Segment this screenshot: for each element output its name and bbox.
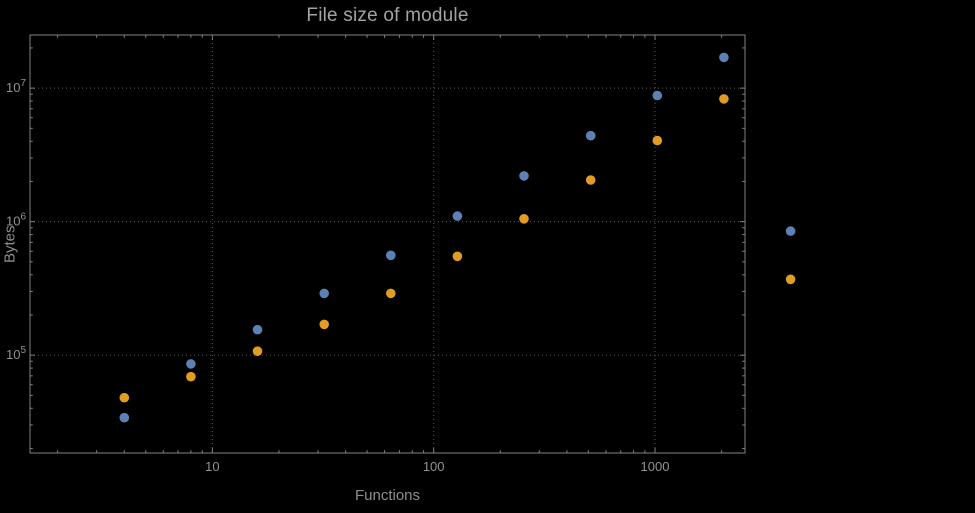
y-tick-label: 105 [6, 345, 26, 362]
data-point-series-1-blue [785, 226, 796, 236]
data-point-series-2-orange [386, 288, 396, 299]
plot-frame [29, 34, 746, 454]
data-point-series-1-blue [252, 324, 263, 335]
data-point-series-1-blue [319, 288, 330, 299]
x-tick-label: 100 [423, 459, 445, 474]
data-point-series-2-orange [452, 251, 463, 262]
data-point-series-2-orange [785, 274, 796, 285]
data-point-series-1-blue [519, 171, 529, 181]
data-point-series-2-orange [585, 175, 596, 185]
data-point-series-2-orange [252, 346, 263, 357]
chart-title: File size of module [306, 5, 469, 26]
data-point-series-2-orange [519, 214, 529, 224]
data-point-series-2-orange [719, 94, 729, 104]
data-point-series-2-orange [319, 319, 330, 330]
data-point-series-1-blue [119, 412, 130, 423]
x-axis-label: Functions [354, 487, 421, 504]
data-point-series-2-orange [652, 135, 663, 146]
x-tick-label: 10 [205, 459, 219, 474]
data-point-series-1-blue [585, 130, 596, 141]
y-tick-label: 106 [6, 212, 26, 229]
y-axis-label: Bytes [1, 225, 19, 263]
data-point-series-1-blue [652, 90, 663, 101]
data-point-series-2-orange [186, 371, 196, 382]
data-point-series-1-blue [186, 359, 196, 369]
data-point-series-1-blue [386, 250, 396, 261]
x-tick-label: 1000 [641, 459, 670, 474]
data-point-series-1-blue [719, 52, 729, 63]
data-point-series-2-orange [119, 392, 130, 403]
y-tick-label: 107 [6, 78, 26, 95]
data-point-series-1-blue [452, 211, 463, 221]
